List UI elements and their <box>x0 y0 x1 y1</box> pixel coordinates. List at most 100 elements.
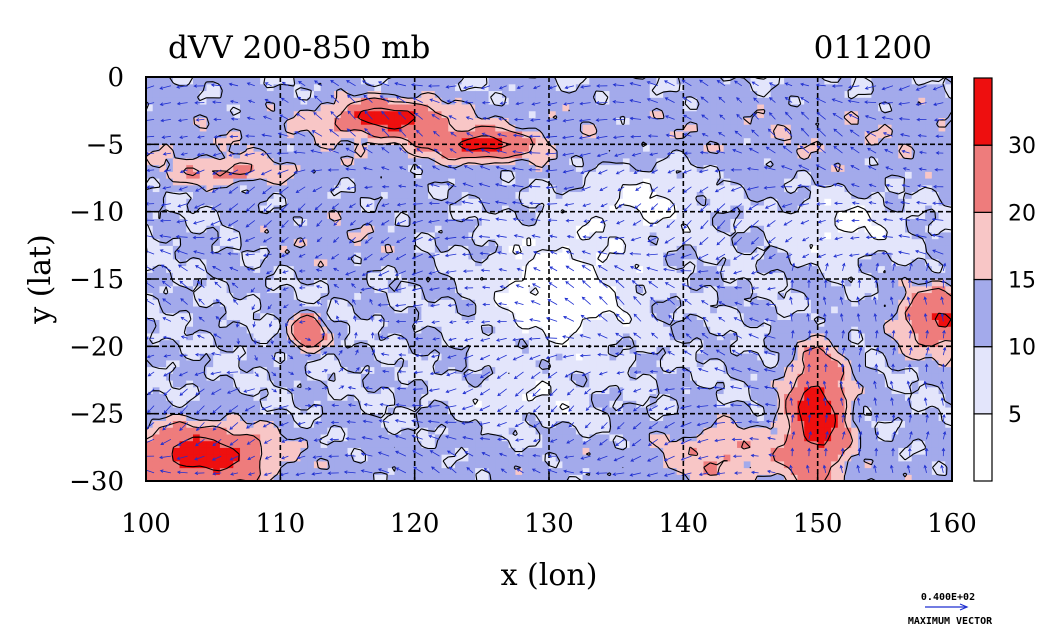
field-cell <box>186 386 194 395</box>
field-cell <box>461 427 469 435</box>
field-cell <box>602 339 611 347</box>
field-cell <box>508 447 517 455</box>
field-cell <box>300 178 308 186</box>
field-cell <box>179 474 187 481</box>
field-cell <box>193 124 201 132</box>
field-cell <box>428 211 436 219</box>
field-cell <box>179 265 187 273</box>
field-cell <box>475 124 483 132</box>
field-cell <box>495 373 503 381</box>
field-cell <box>240 204 248 213</box>
field-cell <box>683 198 691 206</box>
field-cell <box>690 258 698 267</box>
field-cell <box>381 252 389 260</box>
field-cell <box>428 332 436 341</box>
field-cell <box>199 440 208 448</box>
field-cell <box>159 157 167 166</box>
field-cell <box>387 285 396 294</box>
field-cell <box>293 346 302 354</box>
field-cell <box>334 400 342 408</box>
field-cell <box>327 353 335 361</box>
field-cell <box>589 332 597 341</box>
field-cell <box>602 460 611 469</box>
field-cell <box>146 103 154 112</box>
field-cell <box>495 413 503 421</box>
field-cell <box>696 332 705 341</box>
field-cell <box>428 178 436 186</box>
field-cell <box>535 406 543 415</box>
field-cell <box>273 285 281 294</box>
field-cell <box>549 474 557 481</box>
field-cell <box>293 279 302 287</box>
field-cell <box>273 467 281 475</box>
field-cell <box>347 413 355 421</box>
field-cell <box>515 454 523 462</box>
field-cell <box>542 433 550 442</box>
field-cell <box>609 144 617 152</box>
field-cell <box>676 110 684 118</box>
field-cell <box>643 380 651 388</box>
field-cell <box>643 171 651 179</box>
field-cell <box>602 279 611 287</box>
field-cell <box>307 184 315 193</box>
field-cell <box>260 299 268 307</box>
field-cell <box>448 137 456 145</box>
field-cell <box>562 90 570 98</box>
field-cell <box>179 90 187 98</box>
field-cell <box>488 433 496 442</box>
field-cell <box>186 191 194 199</box>
field-cell <box>663 225 671 233</box>
field-cell <box>434 299 443 307</box>
field-cell <box>374 326 382 334</box>
field-cell <box>428 380 436 388</box>
field-cell <box>340 198 349 206</box>
field-cell <box>421 279 429 287</box>
field-cell <box>555 359 564 368</box>
field-cell <box>549 440 557 448</box>
field-cell <box>347 420 355 428</box>
field-cell <box>649 198 658 206</box>
field-cell <box>367 454 375 462</box>
field-cell <box>555 292 564 300</box>
field-cell <box>266 211 275 219</box>
field-cell <box>454 130 463 139</box>
field-cell <box>293 238 302 246</box>
field-cell <box>360 474 369 481</box>
field-cell <box>367 373 375 381</box>
field-cell <box>354 299 362 307</box>
field-cell <box>448 413 456 421</box>
field-cell <box>596 346 604 354</box>
field-cell <box>622 225 631 233</box>
field-cell <box>468 447 476 455</box>
field-cell <box>575 454 584 462</box>
field-cell <box>280 319 288 327</box>
field-cell <box>199 198 208 206</box>
field-cell <box>669 279 678 287</box>
field-cell <box>643 393 651 401</box>
field-cell <box>636 386 644 395</box>
field-cell <box>690 312 698 320</box>
field-cell <box>354 366 362 374</box>
field-cell <box>575 191 584 199</box>
field-cell <box>300 339 308 347</box>
field-cell <box>260 400 268 408</box>
field-cell <box>273 326 281 334</box>
field-cell <box>401 211 409 219</box>
field-cell <box>240 366 248 374</box>
field-cell <box>253 137 261 145</box>
field-cell <box>293 467 302 475</box>
plot-area <box>146 77 952 481</box>
field-cell <box>381 346 389 354</box>
field-cell <box>501 157 510 166</box>
field-cell <box>683 178 691 186</box>
field-cell <box>535 373 543 381</box>
field-cell <box>609 157 617 166</box>
field-cell <box>609 305 617 314</box>
field-cell <box>582 164 590 172</box>
field-cell <box>676 312 684 320</box>
field-cell <box>481 157 490 166</box>
field-cell <box>629 406 637 415</box>
field-cell <box>233 319 241 327</box>
field-cell <box>233 353 241 361</box>
